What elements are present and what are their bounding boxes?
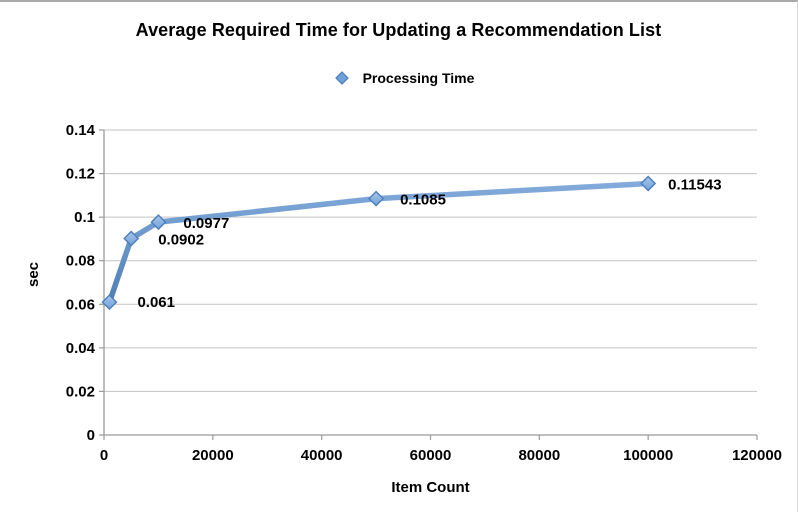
- chart-title: Average Required Time for Updating a Rec…: [135, 20, 662, 40]
- x-tick-label: 100000: [623, 447, 673, 464]
- y-tick-label: 0.02: [66, 383, 95, 400]
- y-tick-label: 0: [87, 427, 95, 444]
- data-point-label: 0.11543: [668, 177, 721, 194]
- y-axis-title: sec: [25, 262, 42, 287]
- legend: Processing Time: [0, 70, 797, 86]
- data-point-marker: [150, 214, 167, 231]
- data-point-label: 0.061: [137, 294, 175, 311]
- x-tick-label: 0: [100, 447, 108, 464]
- y-tick-label: 0.06: [66, 296, 95, 313]
- data-point-marker: [368, 190, 385, 207]
- x-tick-label: 60000: [410, 447, 452, 464]
- legend-label: Processing Time: [362, 70, 475, 86]
- data-point-marker: [640, 175, 657, 192]
- y-tick-label: 0.1: [74, 209, 95, 226]
- y-tick-label: 0.08: [66, 253, 95, 270]
- data-point-label: 0.1085: [400, 192, 446, 209]
- data-point-marker: [123, 230, 140, 247]
- data-point-label: 0.0902: [158, 231, 204, 248]
- x-tick-label: 120000: [732, 447, 782, 464]
- legend-line-marker-icon: [322, 71, 361, 85]
- x-axis-title: Item Count: [391, 479, 469, 496]
- y-tick-label: 0.12: [66, 166, 95, 183]
- data-point-label: 0.0977: [183, 215, 229, 232]
- x-tick-label: 80000: [518, 447, 560, 464]
- y-tick-label: 0.14: [66, 122, 96, 139]
- y-tick-label: 0.04: [66, 340, 96, 357]
- data-point-marker: [101, 294, 118, 311]
- x-tick-label: 40000: [301, 447, 343, 464]
- x-tick-label: 20000: [192, 447, 234, 464]
